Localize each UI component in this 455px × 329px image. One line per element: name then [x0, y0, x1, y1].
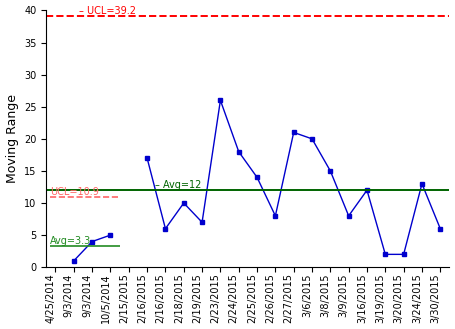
Text: – UCL=39.2: – UCL=39.2: [79, 6, 136, 15]
Text: Avg=3.3: Avg=3.3: [50, 236, 91, 246]
Text: – Avg=12: – Avg=12: [155, 180, 202, 190]
Text: UCL=10.9: UCL=10.9: [50, 187, 99, 197]
Y-axis label: Moving Range: Moving Range: [5, 94, 19, 183]
